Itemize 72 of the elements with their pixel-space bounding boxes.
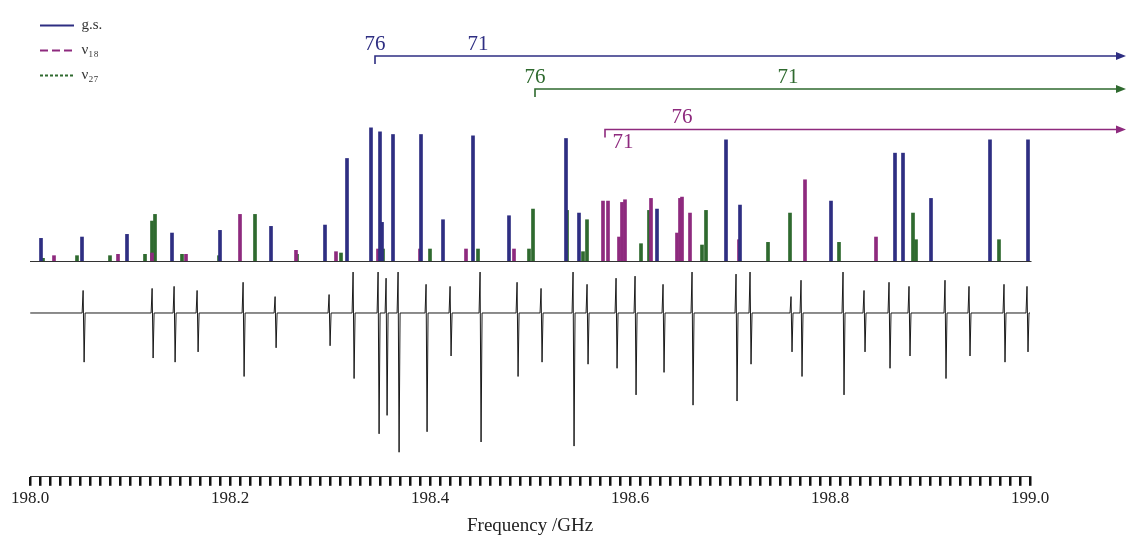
bar	[837, 242, 841, 261]
bar	[125, 234, 129, 261]
bar	[1026, 139, 1030, 261]
bar	[253, 214, 257, 261]
x-tick-label: 199.0	[1010, 488, 1050, 508]
text: 76	[524, 63, 546, 88]
bar	[334, 251, 338, 261]
bar	[874, 236, 878, 261]
bar	[441, 219, 445, 261]
x-tick-label: 198.8	[810, 488, 850, 508]
bar	[688, 212, 692, 261]
bar	[911, 212, 915, 261]
bar	[153, 214, 157, 261]
bar	[655, 208, 659, 261]
bar	[803, 179, 807, 261]
bar	[75, 255, 79, 261]
bar	[150, 252, 154, 261]
bar	[39, 238, 43, 261]
bar	[893, 152, 897, 261]
bar	[143, 254, 147, 261]
bar	[997, 239, 1001, 261]
bar	[929, 198, 933, 261]
bar	[269, 226, 273, 261]
bar	[419, 134, 423, 261]
bar	[585, 219, 589, 261]
bar	[476, 248, 480, 261]
bar	[80, 236, 84, 261]
text: 71	[467, 31, 489, 56]
x-tick-label: 198.0	[11, 488, 50, 508]
bar	[339, 252, 343, 261]
bar	[512, 248, 516, 261]
bar	[988, 139, 992, 261]
x-tick-label: 198.4	[410, 488, 450, 508]
x-axis-title: Frequency /GHz	[467, 513, 594, 535]
bar	[391, 134, 395, 261]
bar	[369, 127, 373, 261]
annotation: 76	[671, 104, 693, 129]
bar	[180, 254, 184, 261]
bar	[294, 250, 298, 261]
bar	[639, 243, 643, 261]
legend-label: ν₁₈	[81, 41, 99, 58]
bar	[704, 210, 708, 261]
annotation: 71	[612, 129, 634, 154]
bar	[184, 254, 188, 261]
bar	[577, 212, 581, 261]
x-tick-label: 198.2	[210, 488, 250, 508]
bar	[829, 200, 833, 261]
bar	[218, 230, 222, 261]
bar	[428, 248, 432, 261]
text: 71	[777, 63, 799, 88]
text: 76	[364, 31, 386, 56]
bar	[464, 248, 468, 261]
bar	[738, 204, 742, 261]
bar	[108, 255, 112, 261]
bar	[788, 212, 792, 261]
bar	[52, 255, 56, 261]
bar	[531, 208, 535, 261]
bar	[507, 215, 511, 261]
bar	[766, 242, 770, 261]
bar	[345, 158, 349, 261]
bar	[471, 135, 475, 261]
bar	[116, 254, 120, 261]
legend-label: g.s.	[81, 16, 103, 33]
bar	[564, 138, 568, 261]
bar	[649, 198, 653, 261]
bar	[170, 232, 174, 261]
bar	[724, 139, 728, 261]
legend-label: ν₂₇	[81, 66, 99, 83]
bar	[901, 152, 905, 261]
bar	[323, 224, 327, 261]
bar	[238, 214, 242, 261]
x-tick-label: 198.6	[610, 488, 650, 508]
